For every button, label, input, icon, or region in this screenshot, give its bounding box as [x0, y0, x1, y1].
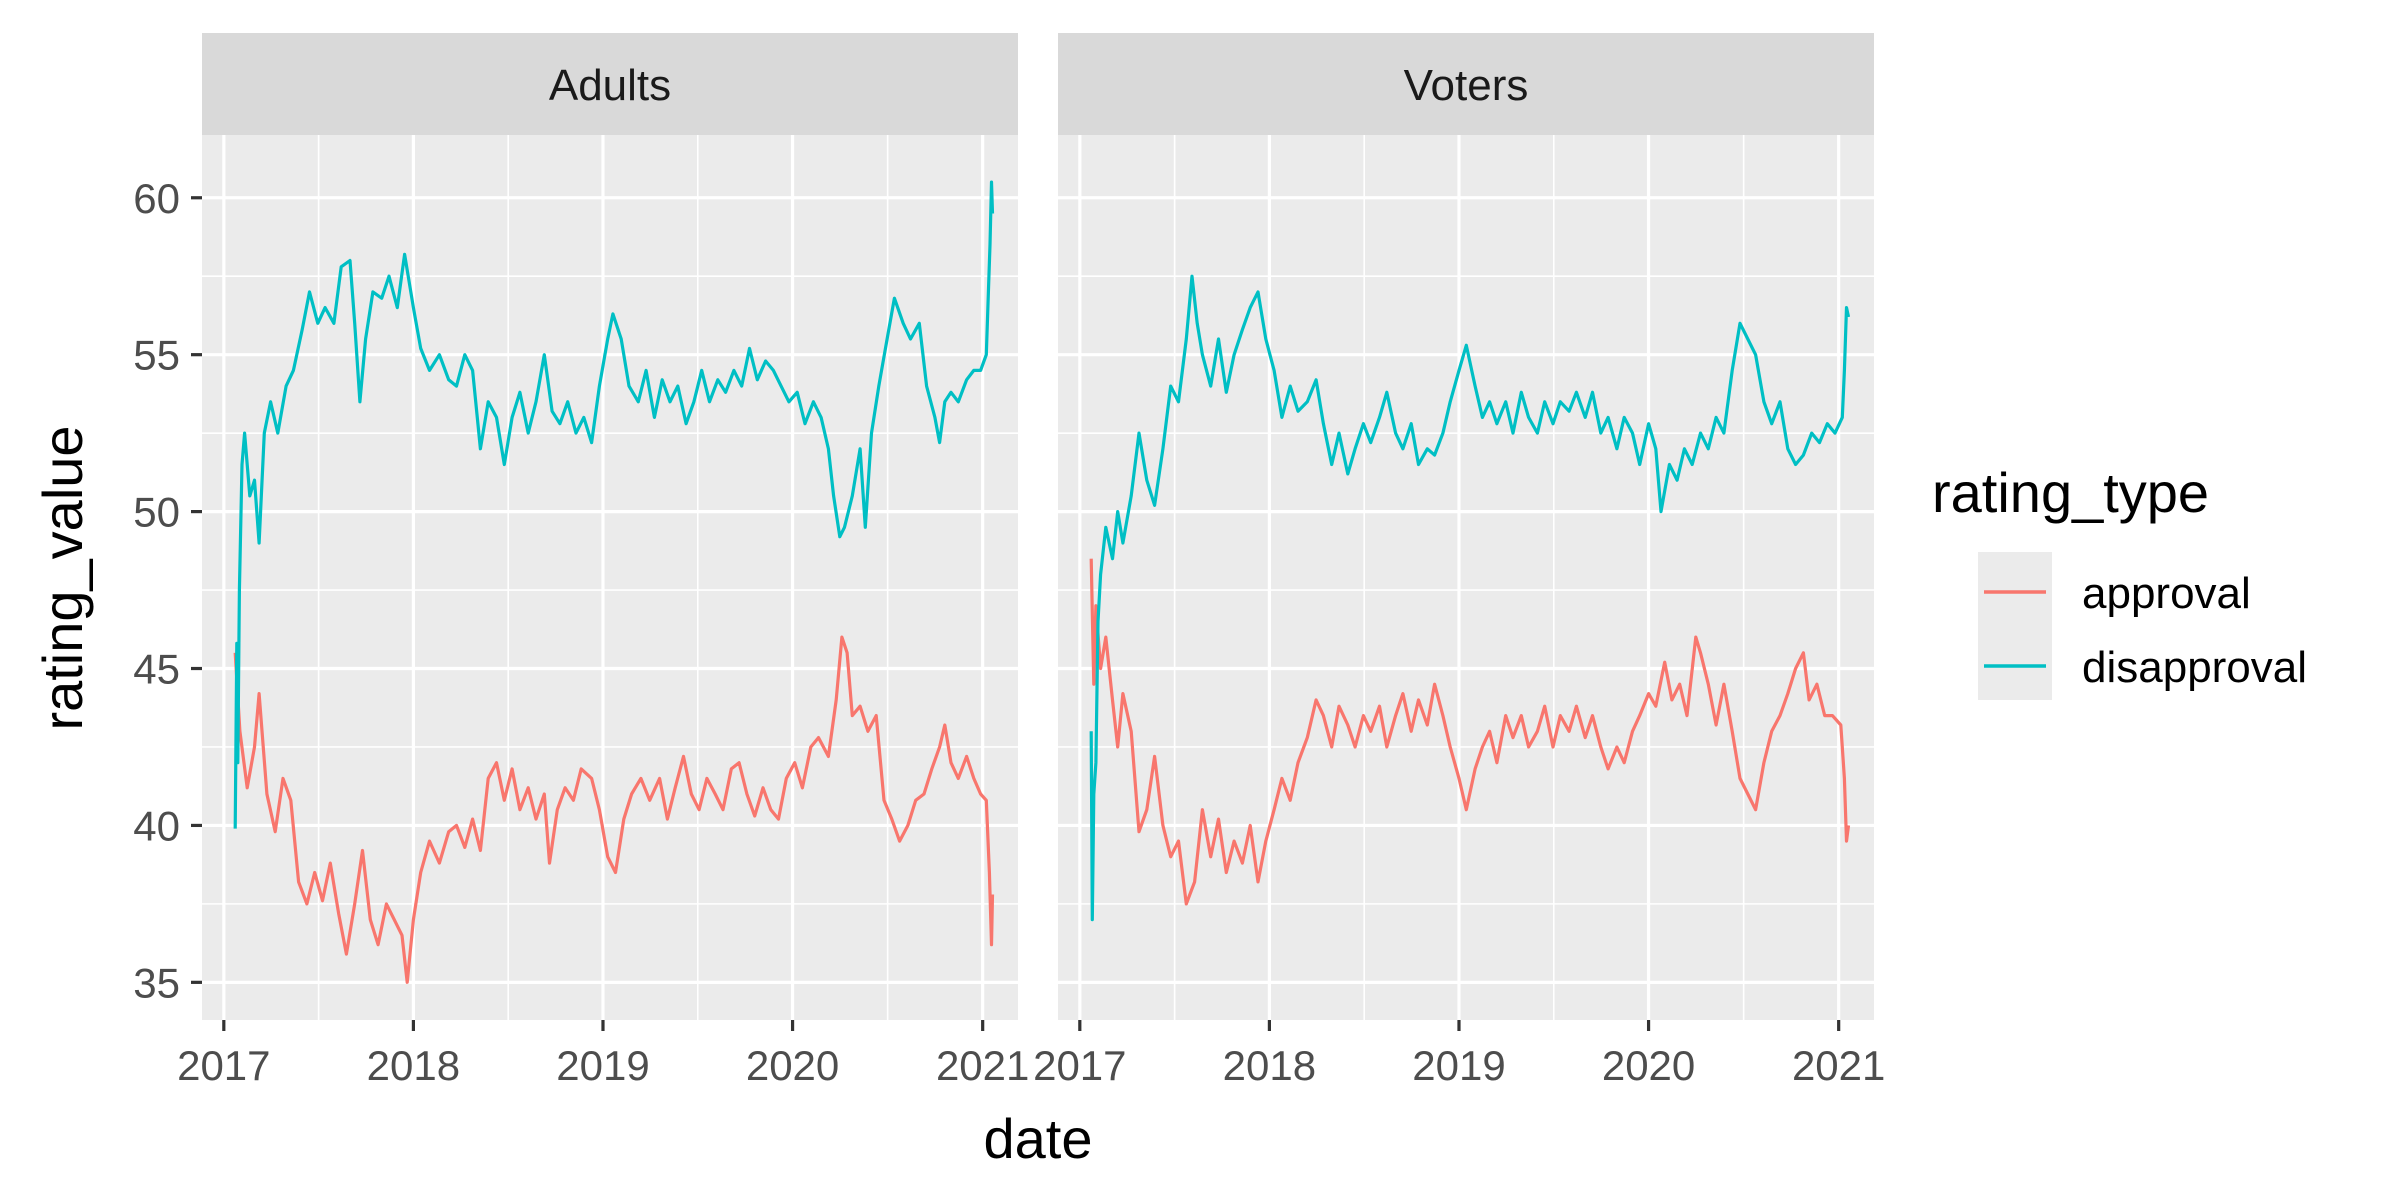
legend: rating_type approval disapproval: [1932, 461, 2307, 700]
legend-label-disapproval: disapproval: [2082, 643, 2307, 692]
y-axis-title: rating_value: [31, 425, 94, 730]
x-tick-label: 2020: [1602, 1042, 1695, 1089]
legend-title: rating_type: [1932, 461, 2209, 524]
x-tick-label: 2018: [367, 1042, 460, 1089]
facet-strip-adults: [202, 33, 1018, 135]
facet-panel-voters: Voters: [1058, 33, 1874, 1020]
series-line-disapproval-voters: [1089, 274, 1851, 922]
x-axis-title: date: [984, 1107, 1093, 1170]
y-tick-label: 60: [133, 175, 180, 222]
facet-title-adults: Adults: [549, 61, 671, 110]
y-axis: 35 40 45 50 55 60: [133, 175, 202, 1006]
series-line-approval-adults: [233, 635, 995, 984]
facet-strip-voters: [1058, 33, 1874, 135]
plot-background-voters: [1058, 135, 1874, 1020]
series-line-approval-voters: [1089, 558, 1851, 906]
x-tick-label: 2018: [1223, 1042, 1316, 1089]
y-tick-label: 55: [133, 332, 180, 379]
x-tick-label: 2021: [936, 1042, 1029, 1089]
x-tick-label: 2019: [556, 1042, 649, 1089]
x-tick-label: 2021: [1792, 1042, 1885, 1089]
facet-panel-adults: Adults: [202, 33, 1018, 1020]
y-tick-label: 35: [133, 959, 180, 1006]
gridlines-adults: [202, 135, 1018, 1020]
series-lines-adults: [233, 180, 995, 984]
x-tick-label: 2019: [1412, 1042, 1505, 1089]
legend-key-background: [1978, 552, 2052, 700]
x-tick-label: 2017: [177, 1042, 270, 1089]
x-axis-adults: 2017 2018 2019 2020 2021: [177, 1020, 1029, 1089]
facet-title-voters: Voters: [1404, 61, 1529, 110]
gridlines-voters: [1058, 135, 1874, 1020]
series-lines-voters: [1089, 274, 1851, 922]
y-tick-label: 50: [133, 489, 180, 536]
y-tick-label: 45: [133, 646, 180, 693]
x-tick-label: 2017: [1033, 1042, 1126, 1089]
series-line-disapproval-adults: [233, 180, 995, 829]
y-tick-label: 40: [133, 802, 180, 849]
x-tick-label: 2020: [746, 1042, 839, 1089]
x-axis-voters: 2017 2018 2019 2020 2021: [1033, 1020, 1885, 1089]
legend-label-approval: approval: [2082, 569, 2251, 618]
